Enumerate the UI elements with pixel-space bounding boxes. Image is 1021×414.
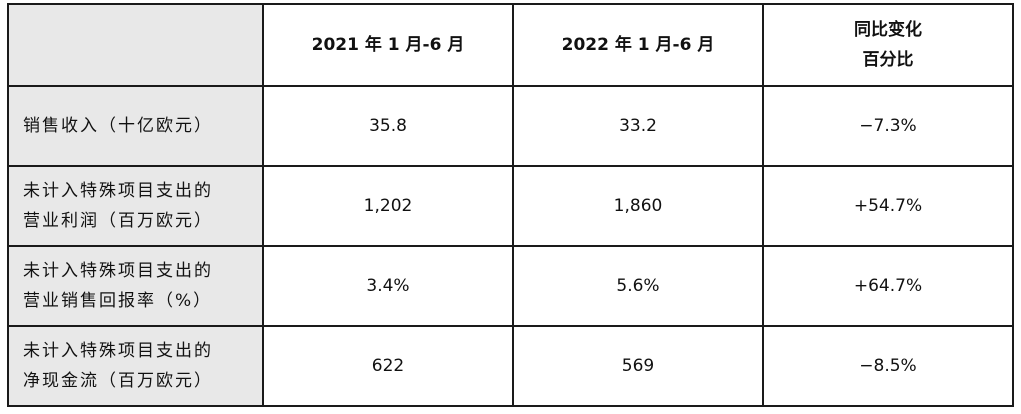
cell-change: +54.7% — [762, 165, 1014, 247]
table-row-sales: 销售收入（十亿欧元） 35.8 33.2 −7.3% — [7, 85, 1014, 167]
table-row-return-on-sales: 未计入特殊项目支出的 营业销售回报率（%） 3.4% 5.6% +64.7% — [7, 245, 1014, 327]
row-label-line1: 未计入特殊项目支出的 — [23, 181, 213, 201]
cell-2021: 622 — [262, 325, 514, 407]
header-yoy-change: 同比变化 百分比 — [762, 3, 1014, 87]
cell-change: −8.5% — [762, 325, 1014, 407]
cell-2021: 1,202 — [262, 165, 514, 247]
cell-change: −7.3% — [762, 85, 1014, 167]
row-label-line2: 营业利润（百万欧元） — [23, 211, 213, 231]
row-label-line2: 营业销售回报率（%） — [23, 291, 213, 311]
table-row-operating-profit: 未计入特殊项目支出的 营业利润（百万欧元） 1,202 1,860 +54.7% — [7, 165, 1014, 247]
header-yoy-line1: 同比变化 — [854, 20, 922, 40]
row-label-line1: 销售收入（十亿欧元） — [23, 116, 213, 136]
data-table-container: 2021 年 1 月-6 月 2022 年 1 月-6 月 同比变化 百分比 销… — [7, 3, 1014, 407]
header-2021-h1: 2021 年 1 月-6 月 — [262, 3, 514, 87]
row-label: 未计入特殊项目支出的 营业销售回报率（%） — [7, 245, 264, 327]
row-label-line1: 未计入特殊项目支出的 — [23, 261, 213, 281]
table-row-net-cash-flow: 未计入特殊项目支出的 净现金流（百万欧元） 622 569 −8.5% — [7, 325, 1014, 407]
row-label-line2: 净现金流（百万欧元） — [23, 371, 213, 391]
header-yoy-line2: 百分比 — [862, 50, 914, 70]
row-label: 未计入特殊项目支出的 营业利润（百万欧元） — [7, 165, 264, 247]
cell-2021: 3.4% — [262, 245, 514, 327]
cell-change: +64.7% — [762, 245, 1014, 327]
cell-2022: 569 — [512, 325, 764, 407]
row-label: 未计入特殊项目支出的 净现金流（百万欧元） — [7, 325, 264, 407]
cell-2021: 35.8 — [262, 85, 514, 167]
cell-2022: 5.6% — [512, 245, 764, 327]
header-2022-h1: 2022 年 1 月-6 月 — [512, 3, 764, 87]
header-corner-cell — [7, 3, 264, 87]
row-label-line1: 未计入特殊项目支出的 — [23, 341, 213, 361]
cell-2022: 33.2 — [512, 85, 764, 167]
row-label: 销售收入（十亿欧元） — [7, 85, 264, 167]
financial-comparison-table: 2021 年 1 月-6 月 2022 年 1 月-6 月 同比变化 百分比 销… — [7, 3, 1014, 407]
cell-2022: 1,860 — [512, 165, 764, 247]
table-header-row: 2021 年 1 月-6 月 2022 年 1 月-6 月 同比变化 百分比 — [7, 3, 1014, 87]
